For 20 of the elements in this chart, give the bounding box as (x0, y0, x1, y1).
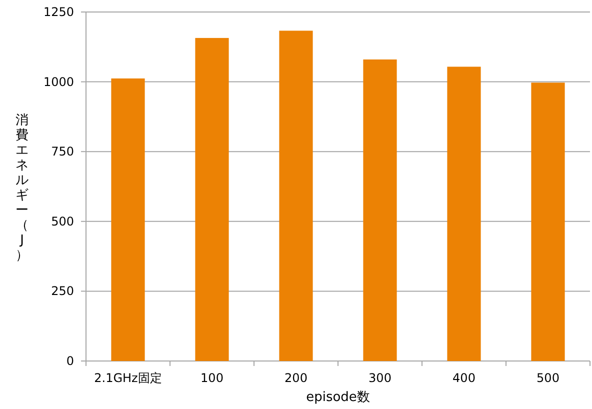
y-tick-label: 250 (51, 284, 74, 298)
bar (279, 30, 313, 361)
bar (447, 66, 481, 361)
x-tick-label: 400 (452, 371, 476, 385)
y-tick-label: 0 (66, 354, 74, 368)
bar (195, 38, 229, 361)
x-tick-label: 500 (536, 371, 560, 385)
y-tick-label: 750 (51, 144, 74, 159)
bar (531, 82, 565, 361)
x-axis-title: episode数 (306, 390, 370, 405)
text: 消費エネルギー（J） (16, 113, 28, 263)
x-tick-label: 300 (368, 371, 392, 385)
x-tick-label: 2.1GHz固定 (94, 371, 162, 385)
bar (111, 78, 145, 361)
y-tick-label: 500 (51, 214, 74, 228)
y-tick-label: 1250 (43, 5, 74, 19)
bar (363, 59, 397, 361)
x-tick-label: 100 (200, 371, 224, 385)
x-tick-label: 200 (284, 371, 308, 385)
y-tick-label: 1000 (43, 74, 74, 89)
